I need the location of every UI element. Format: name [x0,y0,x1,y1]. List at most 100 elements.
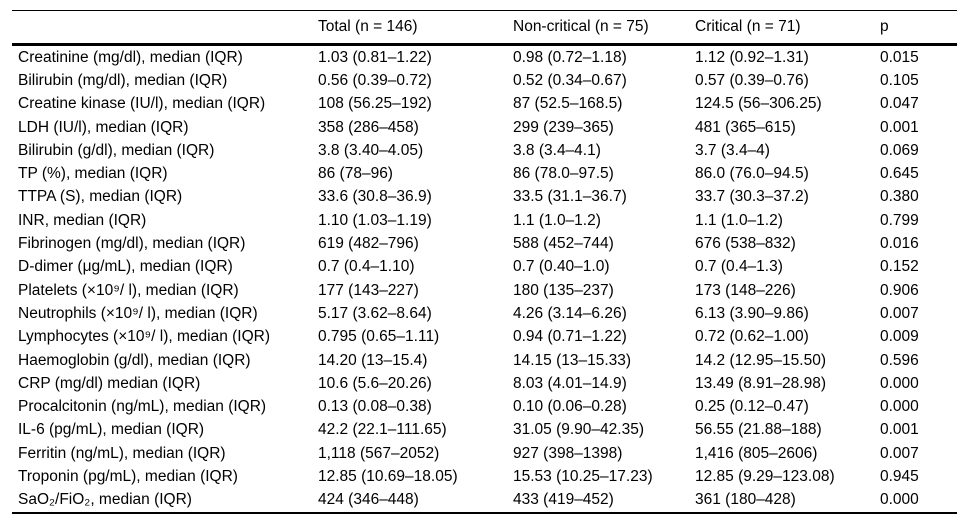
cell-non-critical: 0.7 (0.40–1.0) [513,258,610,276]
row-label: Neutrophils (×10⁹/ l), median (IQR) [18,304,258,322]
table-row: Bilirubin (g/dl), median (IQR) 3.8 (3.40–… [12,139,957,162]
cell-non-critical: 33.5 (31.1–36.7) [513,188,627,206]
cell-critical: 481 (365–615) [695,118,796,136]
row-label: TTPA (S), median (IQR) [18,188,183,206]
row-label: Lymphocytes (×10⁹/ l), median (IQR) [18,328,270,346]
cell-p: 0.009 [880,328,919,346]
cell-critical: 0.25 (0.12–0.47) [695,398,809,416]
cell-total: 12.85 (10.69–18.05) [318,467,458,485]
row-label: TP (%), median (IQR) [18,165,168,183]
cell-total: 14.20 (13–15.4) [318,351,428,369]
table-row: Platelets (×10⁹/ l), median (IQR) 177 (14… [12,279,957,302]
cell-critical: 1.12 (0.92–1.31) [695,48,809,66]
cell-p: 0.000 [880,374,919,392]
cell-p: 0.000 [880,491,919,509]
row-label: Ferritin (ng/mL), median (IQR) [18,444,226,462]
cell-p: 0.015 [880,48,919,66]
cell-non-critical: 87 (52.5–168.5) [513,95,623,113]
row-label: CRP (mg/dl) median (IQR) [18,374,201,392]
row-label: SaO₂/FiO₂, median (IQR) [18,491,192,509]
table-row: INR, median (IQR) 1.10 (1.03–1.19) 1.1 (1.… [12,209,957,232]
cell-critical: 0.7 (0.4–1.3) [695,258,783,276]
cell-non-critical: 4.26 (3.14–6.26) [513,304,627,322]
cell-critical: 33.7 (30.3–37.2) [695,188,809,206]
table-row: Creatinine (mg/dl), median (IQR) 1.03 (0.… [12,45,957,70]
cell-total: 108 (56.25–192) [318,95,432,113]
cell-total: 10.6 (5.6–20.26) [318,374,432,392]
row-label: LDH (IU/l), median (IQR) [18,118,189,136]
cell-p: 0.007 [880,304,919,322]
header-total: Total (n = 146) [318,10,513,46]
header-p-value: p [880,10,957,46]
cell-non-critical: 0.94 (0.71–1.22) [513,328,627,346]
row-label: Creatinine (mg/dl), median (IQR) [18,48,243,66]
paper-table-page: Total (n = 146) Non-critical (n = 75) Cr… [0,10,968,514]
cell-p: 0.007 [880,444,919,462]
cell-p: 0.001 [880,421,919,439]
cell-total: 0.56 (0.39–0.72) [318,71,432,89]
row-label: Fibrinogen (mg/dl), median (IQR) [18,235,246,253]
cell-non-critical: 8.03 (4.01–14.9) [513,374,627,392]
cell-p: 0.016 [880,235,919,253]
table-row: Lymphocytes (×10⁹/ l), median (IQR) 0.795… [12,326,957,349]
table-row: Procalcitonin (ng/mL), median (IQR) 0.13 … [12,395,957,418]
table-row: IL-6 (pg/mL), median (IQR) 42.2 (22.1–111… [12,419,957,442]
table-row: Creatine kinase (IU/l), median (IQR) 108 … [12,93,957,116]
row-label: Troponin (pg/mL), median (IQR) [18,467,238,485]
table-row: TP (%), median (IQR) 86 (78–96) 86 (78.0–9… [12,162,957,185]
cell-critical: 0.57 (0.39–0.76) [695,71,809,89]
table-row: Haemoglobin (g/dl), median (IQR) 14.20 (1… [12,349,957,372]
cell-p: 0.047 [880,95,919,113]
row-label: Bilirubin (g/dl), median (IQR) [18,141,215,159]
cell-total: 177 (143–227) [318,281,419,299]
table-row: Bilirubin (mg/dl), median (IQR) 0.56 (0.3… [12,69,957,92]
table-row: TTPA (S), median (IQR) 33.6 (30.8–36.9) 33… [12,186,957,209]
cell-non-critical: 433 (419–452) [513,491,614,509]
cell-total: 358 (286–458) [318,118,419,136]
table-row: Ferritin (ng/mL), median (IQR) 1,118 (567… [12,442,957,465]
cell-p: 0.105 [880,71,919,89]
cell-critical: 0.72 (0.62–1.00) [695,328,809,346]
cell-p: 0.001 [880,118,919,136]
cell-p: 0.069 [880,141,919,159]
header-non-critical: Non-critical (n = 75) [513,10,695,46]
cell-critical: 14.2 (12.95–15.50) [695,351,826,369]
table-row: Fibrinogen (mg/dl), median (IQR) 619 (482… [12,232,957,255]
table-header: Total (n = 146) Non-critical (n = 75) Cr… [12,10,957,46]
cell-total: 1,118 (567–2052) [318,444,440,462]
cell-non-critical: 0.52 (0.34–0.67) [513,71,627,89]
cell-p: 0.945 [880,467,919,485]
cell-critical: 1,416 (805–2606) [695,444,818,462]
cell-non-critical: 0.98 (0.72–1.18) [513,48,627,66]
cell-critical: 3.7 (3.4–4) [695,141,770,159]
row-label: Procalcitonin (ng/mL), median (IQR) [18,398,267,416]
cell-total: 1.10 (1.03–1.19) [318,211,432,229]
cell-critical: 124.5 (56–306.25) [695,95,822,113]
lab-parameters-table: Total (n = 146) Non-critical (n = 75) Cr… [12,10,957,514]
cell-non-critical: 588 (452–744) [513,235,614,253]
cell-total: 3.8 (3.40–4.05) [318,141,424,159]
cell-p: 0.906 [880,281,919,299]
cell-non-critical: 15.53 (10.25–17.23) [513,467,653,485]
cell-non-critical: 927 (398–1398) [513,444,623,462]
cell-critical: 86.0 (76.0–94.5) [695,165,809,183]
table-row: D-dimer (μg/mL), median (IQR) 0.7 (0.4–1.… [12,256,957,279]
row-label: Platelets (×10⁹/ l), median (IQR) [18,281,239,299]
cell-critical: 12.85 (9.29–123.08) [695,467,835,485]
cell-p: 0.380 [880,188,919,206]
row-label: D-dimer (μg/mL), median (IQR) [18,258,233,276]
cell-p: 0.596 [880,351,919,369]
table-row: SaO₂/FiO₂, median (IQR) 424 (346–448) 433 … [12,489,957,513]
row-label: Creatine kinase (IU/l), median (IQR) [18,95,266,113]
cell-non-critical: 31.05 (9.90–42.35) [513,421,644,439]
row-label: Bilirubin (mg/dl), median (IQR) [18,71,228,89]
cell-p: 0.152 [880,258,919,276]
cell-critical: 361 (180–428) [695,491,796,509]
cell-non-critical: 1.1 (1.0–1.2) [513,211,601,229]
cell-total: 1.03 (0.81–1.22) [318,48,432,66]
cell-non-critical: 180 (135–237) [513,281,614,299]
header-row: Total (n = 146) Non-critical (n = 75) Cr… [12,10,957,46]
cell-non-critical: 299 (239–365) [513,118,614,136]
cell-critical: 676 (538–832) [695,235,796,253]
cell-critical: 1.1 (1.0–1.2) [695,211,783,229]
